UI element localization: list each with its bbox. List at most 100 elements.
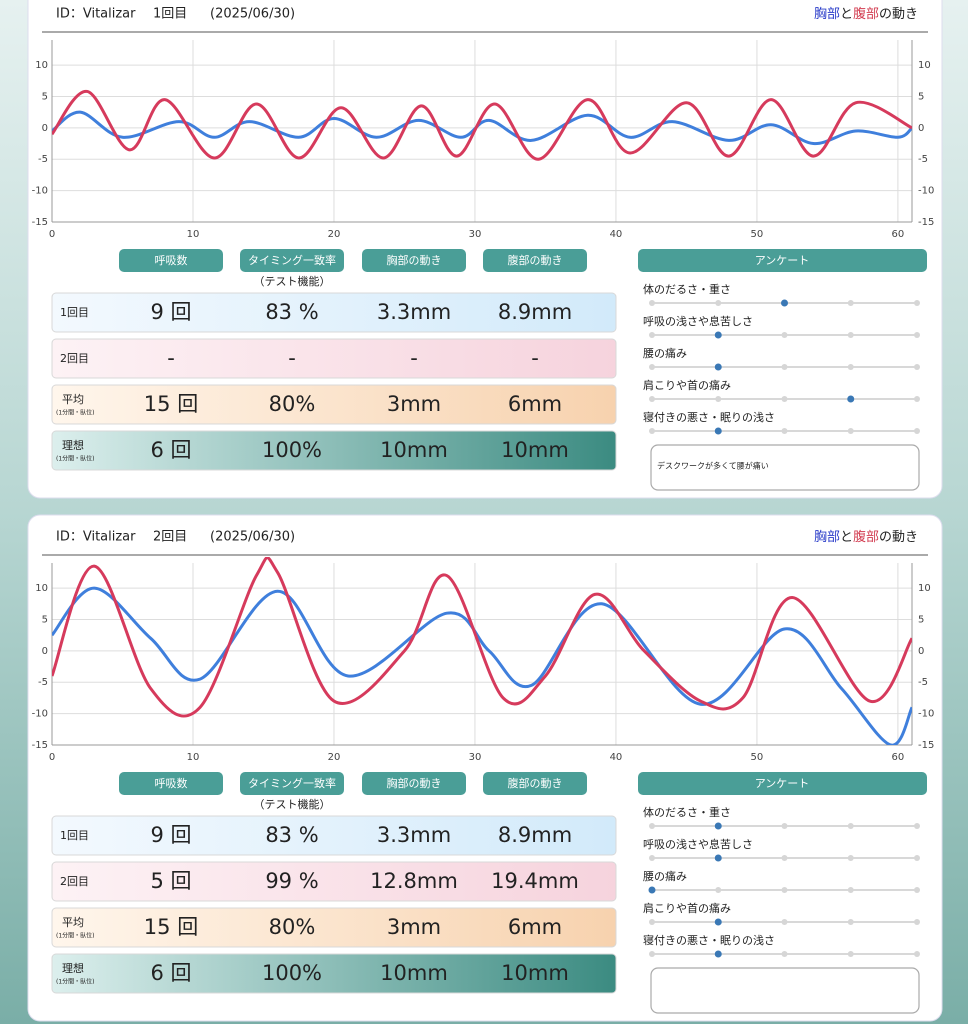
y2-tick-label: 10 (918, 60, 931, 71)
cell: 10mm (380, 961, 448, 985)
legend-and: と (840, 7, 853, 22)
patient-id: ID：Vitalizar (56, 7, 136, 22)
slider-step (715, 887, 722, 893)
slider-step (715, 300, 722, 306)
cell: 10mm (380, 438, 448, 462)
y2-tick-label: 10 (918, 583, 931, 594)
cell: 10mm (501, 438, 569, 462)
slider-step (847, 919, 854, 925)
slider-step (649, 396, 655, 402)
cell: 3.3mm (377, 300, 451, 324)
x-tick-label: 20 (328, 229, 341, 240)
y-tick-label: 5 (42, 91, 48, 102)
row-label: 理想 (62, 438, 84, 452)
legend: 胸部と腹部の動き (814, 529, 918, 545)
slider-step (649, 823, 655, 829)
slider-step (649, 855, 655, 861)
session: 1回目 (153, 7, 187, 22)
survey-item: 呼吸の浅さや息苦しさ (643, 837, 753, 851)
slider-value (648, 886, 656, 894)
slider-step (781, 855, 788, 861)
slider-step (914, 300, 920, 306)
y-tick-label: -10 (32, 186, 48, 197)
slider-value (714, 918, 722, 926)
slider-step (914, 951, 920, 957)
cell: 6 回 (150, 438, 191, 462)
survey-item: 腰の痛み (643, 346, 687, 360)
x-tick-label: 20 (328, 752, 341, 763)
date: (2025/06/30) (210, 530, 295, 545)
legend-chest: 胸部 (814, 7, 840, 22)
row-bg (51, 907, 617, 948)
row-label: 理想 (62, 961, 84, 975)
slider-step (649, 364, 655, 370)
row-label: 平均 (62, 393, 84, 406)
row-sublabel: (1分間・臥位) (56, 932, 95, 940)
survey-item: 呼吸の浅さや息苦しさ (643, 314, 753, 328)
slider-step (781, 364, 788, 370)
row-bg (51, 430, 617, 471)
y-tick-label: 10 (35, 60, 48, 71)
slider-step (847, 855, 854, 861)
slider-value (714, 331, 722, 339)
row-sublabel: (1分間・臥位) (56, 455, 95, 463)
cell: 100% (262, 961, 322, 985)
column-header-bg (483, 772, 587, 795)
slider-step (715, 396, 722, 402)
survey-header-bg (638, 772, 927, 795)
row-label: 1回目 (60, 306, 89, 319)
cell: 83 % (265, 823, 318, 847)
slider-step (781, 428, 788, 434)
y-tick-label: 10 (35, 583, 48, 594)
y2-tick-label: -15 (918, 217, 934, 228)
x-tick-label: 60 (892, 229, 905, 240)
row-bg (51, 384, 617, 425)
x-tick-label: 40 (610, 229, 623, 240)
row-sublabel: (1分間・臥位) (56, 978, 95, 986)
survey-title: アンケート (755, 777, 810, 790)
column-header: 呼吸数 (155, 254, 188, 267)
cell: 15 回 (144, 392, 198, 416)
slider-step (781, 887, 788, 893)
cell: 80% (269, 915, 316, 939)
slider-step (649, 300, 655, 306)
column-header: 呼吸数 (155, 777, 188, 790)
column-header-bg (362, 772, 466, 795)
cell: 3mm (387, 392, 441, 416)
cell: - (410, 346, 418, 370)
column-header: タイミング一致率 (248, 253, 336, 267)
cell: 3.3mm (377, 823, 451, 847)
row-label: 2回目 (60, 352, 89, 365)
row-bg (51, 338, 617, 379)
slider-value (714, 822, 722, 830)
survey-item: 寝付きの悪さ・眠りの浅さ (643, 410, 775, 424)
cell: - (288, 346, 296, 370)
column-header: タイミング一致率 (248, 776, 336, 790)
y2-tick-label: -10 (918, 186, 934, 197)
slider-step (847, 951, 854, 957)
x-tick-label: 40 (610, 752, 623, 763)
cell: 83 % (265, 300, 318, 324)
column-header-bg (119, 772, 223, 795)
y2-tick-label: -10 (918, 709, 934, 720)
slider-step (914, 332, 920, 338)
cell: 19.4mm (491, 869, 579, 893)
survey-title: アンケート (755, 254, 810, 267)
x-tick-label: 0 (49, 752, 55, 763)
y-tick-label: -5 (38, 154, 48, 165)
survey-item: 寝付きの悪さ・眠りの浅さ (643, 933, 775, 947)
x-tick-label: 50 (751, 229, 764, 240)
cell: - (167, 346, 175, 370)
cell: 8.9mm (498, 300, 572, 324)
series-line (52, 557, 912, 718)
row-bg (51, 292, 617, 333)
slider-step (914, 823, 920, 829)
column-header-bg (483, 249, 587, 272)
cell: 100% (262, 438, 322, 462)
slider-step (847, 332, 854, 338)
legend-abdomen: 腹部 (853, 6, 879, 22)
slider-value (714, 363, 722, 371)
slider-step (914, 364, 920, 370)
slider-step (847, 823, 854, 829)
